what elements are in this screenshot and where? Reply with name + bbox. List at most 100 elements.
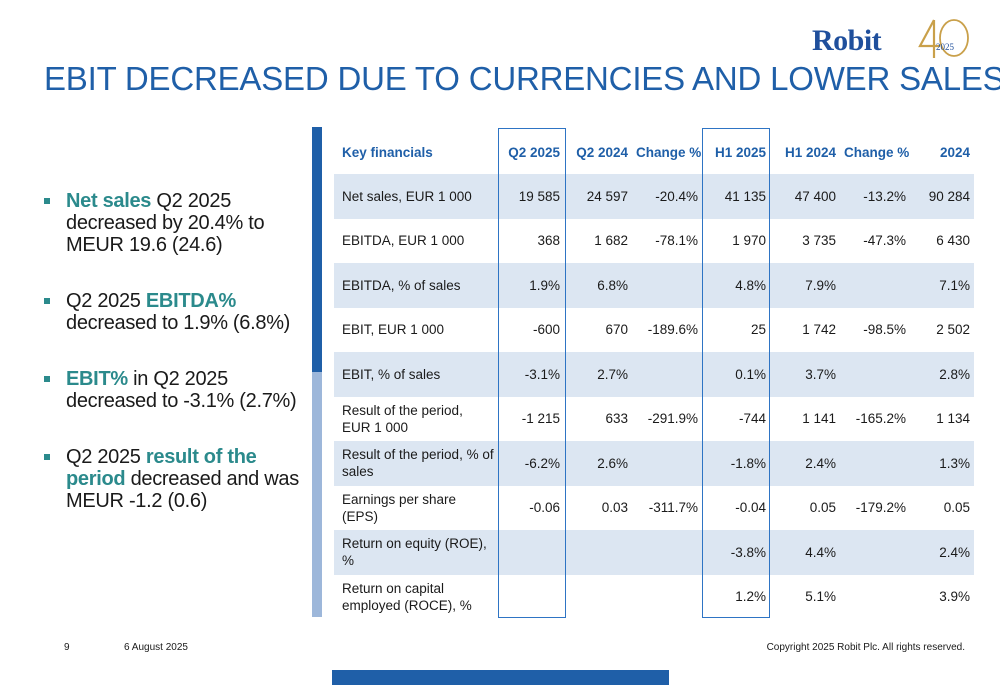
footer-date: 6 August 2025 <box>124 642 188 653</box>
table-cell: 1 134 <box>936 411 970 427</box>
table-cell: 19 585 <box>498 174 564 219</box>
bullet-text: decreased to 1.9% (6.8%) <box>66 312 291 334</box>
bullet-highlight-text: EBITDA% <box>145 290 237 312</box>
bullet-text: decreased and was MEUR -1.2 (0.6) <box>66 468 299 512</box>
table-cell <box>840 441 910 486</box>
logo-year: 2025 <box>936 42 954 52</box>
table-cell: 7.1% <box>910 263 974 308</box>
table-row: Return on capital employed (ROCE), % 1.2%… <box>334 575 974 620</box>
row-label: EBITDA, EUR 1 000 <box>342 233 465 249</box>
bullet-item: Net sales Q2 2025 decreased by 20.4% to … <box>44 190 304 256</box>
table-cell: 4.8% <box>702 263 770 308</box>
row-label: EBIT, EUR 1 000 <box>342 322 445 338</box>
header-change-h: Change % <box>844 144 910 160</box>
table-row: Result of the period, % of sales -6.2% 2.6… <box>334 441 974 486</box>
bullet-highlight-text: EBIT% <box>66 368 128 390</box>
table-header-row: Key financials Q2 2025 Q2 2024 Change % … <box>334 130 974 174</box>
table-row: Result of the period, EUR 1 000 -1 215 633… <box>334 397 974 442</box>
row-label: Result of the period, % of sales <box>334 441 498 486</box>
table-cell: 1 682 <box>594 233 628 249</box>
header-q2-2024: Q2 2024 <box>576 144 628 160</box>
row-label: EBIT, % of sales <box>334 352 498 397</box>
table-cell <box>840 530 910 575</box>
copyright-notice: Copyright 2025 Robit Plc. All rights res… <box>766 642 965 653</box>
table-cell: 1 742 <box>802 322 836 338</box>
table-cell: 1.3% <box>910 441 974 486</box>
bullet-text: Q2 2025 <box>66 446 146 468</box>
table-cell <box>632 575 702 620</box>
bullet-text: Q2 2025 <box>66 290 146 312</box>
header-h1-2025: H1 2025 <box>714 144 766 160</box>
table-cell: -189.6% <box>647 322 698 338</box>
summary-bullets: Net sales Q2 2025 decreased by 20.4% to … <box>44 190 304 546</box>
header-2024: 2024 <box>939 144 970 160</box>
table-cell: 1.2% <box>735 589 766 605</box>
table-cell: 47 400 <box>770 174 840 219</box>
anniversary-40-icon <box>918 19 969 58</box>
table-row: EBIT, % of sales -3.1% 2.7% 0.1% 3.7% 2.8% <box>334 352 974 397</box>
table-row: EBITDA, EUR 1 000 368 1 682 -78.1% 1 970 3 73… <box>334 219 974 264</box>
header-q2-2025: Q2 2025 <box>508 144 560 160</box>
bullet-item: Q2 2025 EBITDA% decreased to 1.9% (6.8%) <box>44 290 304 334</box>
table-cell: 2 502 <box>936 322 970 338</box>
table-cell: -744 <box>738 411 766 427</box>
table-cell <box>564 575 632 620</box>
table-cell: -98.5% <box>863 322 906 338</box>
table-cell: -311.7% <box>648 500 698 516</box>
table-cell: 24 597 <box>564 174 632 219</box>
bullet-marker <box>44 454 50 460</box>
table-cell: -20.4% <box>632 174 702 219</box>
bullet-text: Q2 2025 decreased by 20.4% to MEUR 19.6 … <box>66 190 265 256</box>
bullet-item: EBIT% in Q2 2025 decreased to -3.1% (2.7… <box>44 368 304 412</box>
bullet-item: Q2 2025 result of the period decreased a… <box>44 446 304 512</box>
table-cell: 633 <box>605 411 628 427</box>
table-cell: 3 735 <box>802 233 836 249</box>
bullet-text: in Q2 2025 decreased to -3.1% (2.7%) <box>66 368 297 412</box>
table-cell: 25 <box>750 322 766 338</box>
table-cell: -0.04 <box>735 500 766 516</box>
robit-logo: Robit 2025 <box>812 16 972 60</box>
table-cell: 0.03 <box>601 500 628 516</box>
table-cell <box>498 575 564 620</box>
bullet-marker <box>44 376 50 382</box>
table-row: Net sales, EUR 1 000 19 585 24 597 -20.4% 41… <box>334 174 974 219</box>
table-cell: 2.7% <box>564 352 632 397</box>
table-cell: 670 <box>605 322 628 338</box>
table-cell: 0.05 <box>943 500 970 516</box>
table-cell: -13.2% <box>840 174 910 219</box>
table-cell: 7.9% <box>770 263 840 308</box>
table-cell: -78.1% <box>655 233 698 249</box>
row-label: Return on equity (ROE), % <box>334 530 498 575</box>
table-cell: 1 970 <box>732 233 766 249</box>
header-h1-2024: H1 2024 <box>784 144 836 160</box>
table-cell: -179.2% <box>855 500 906 516</box>
table-cell <box>840 352 910 397</box>
table-cell: 4.4% <box>770 530 840 575</box>
table-cell: -0.06 <box>529 500 560 516</box>
row-label: Result of the period, EUR 1 000 <box>342 402 463 435</box>
table-cell: 2.4% <box>770 441 840 486</box>
table-row: EBITDA, % of sales 1.9% 6.8% 4.8% 7.9% 7.1% <box>334 263 974 308</box>
table-cell <box>564 530 632 575</box>
table-cell: -1 215 <box>521 411 560 427</box>
page-number: 9 <box>64 642 70 653</box>
row-label: Return on capital employed (ROCE), % <box>342 580 472 613</box>
table-row: EBIT, EUR 1 000 -600 670 -189.6% 25 1 742 -98.… <box>334 308 974 353</box>
table-cell: 1.9% <box>498 263 564 308</box>
table-cell: -3.8% <box>702 530 770 575</box>
table-cell: 5.1% <box>805 589 836 605</box>
table-row: Earnings per share (EPS) -0.06 0.03 -311.7%… <box>334 486 974 531</box>
header-change-q: Change % <box>636 144 702 160</box>
table-cell <box>632 352 702 397</box>
accent-bar-dark <box>312 127 322 372</box>
table-cell: 2.8% <box>910 352 974 397</box>
table-cell <box>840 263 910 308</box>
header-key-financials: Key financials <box>342 144 433 160</box>
table-cell: -3.1% <box>498 352 564 397</box>
bullet-highlight-text: result of the period <box>66 446 257 490</box>
table-cell: 3.9% <box>939 589 970 605</box>
logo-wordmark: Robit <box>812 24 882 57</box>
key-financials-table: Key financials Q2 2025 Q2 2024 Change % … <box>334 130 974 619</box>
table-cell <box>632 263 702 308</box>
table-cell: 0.1% <box>702 352 770 397</box>
